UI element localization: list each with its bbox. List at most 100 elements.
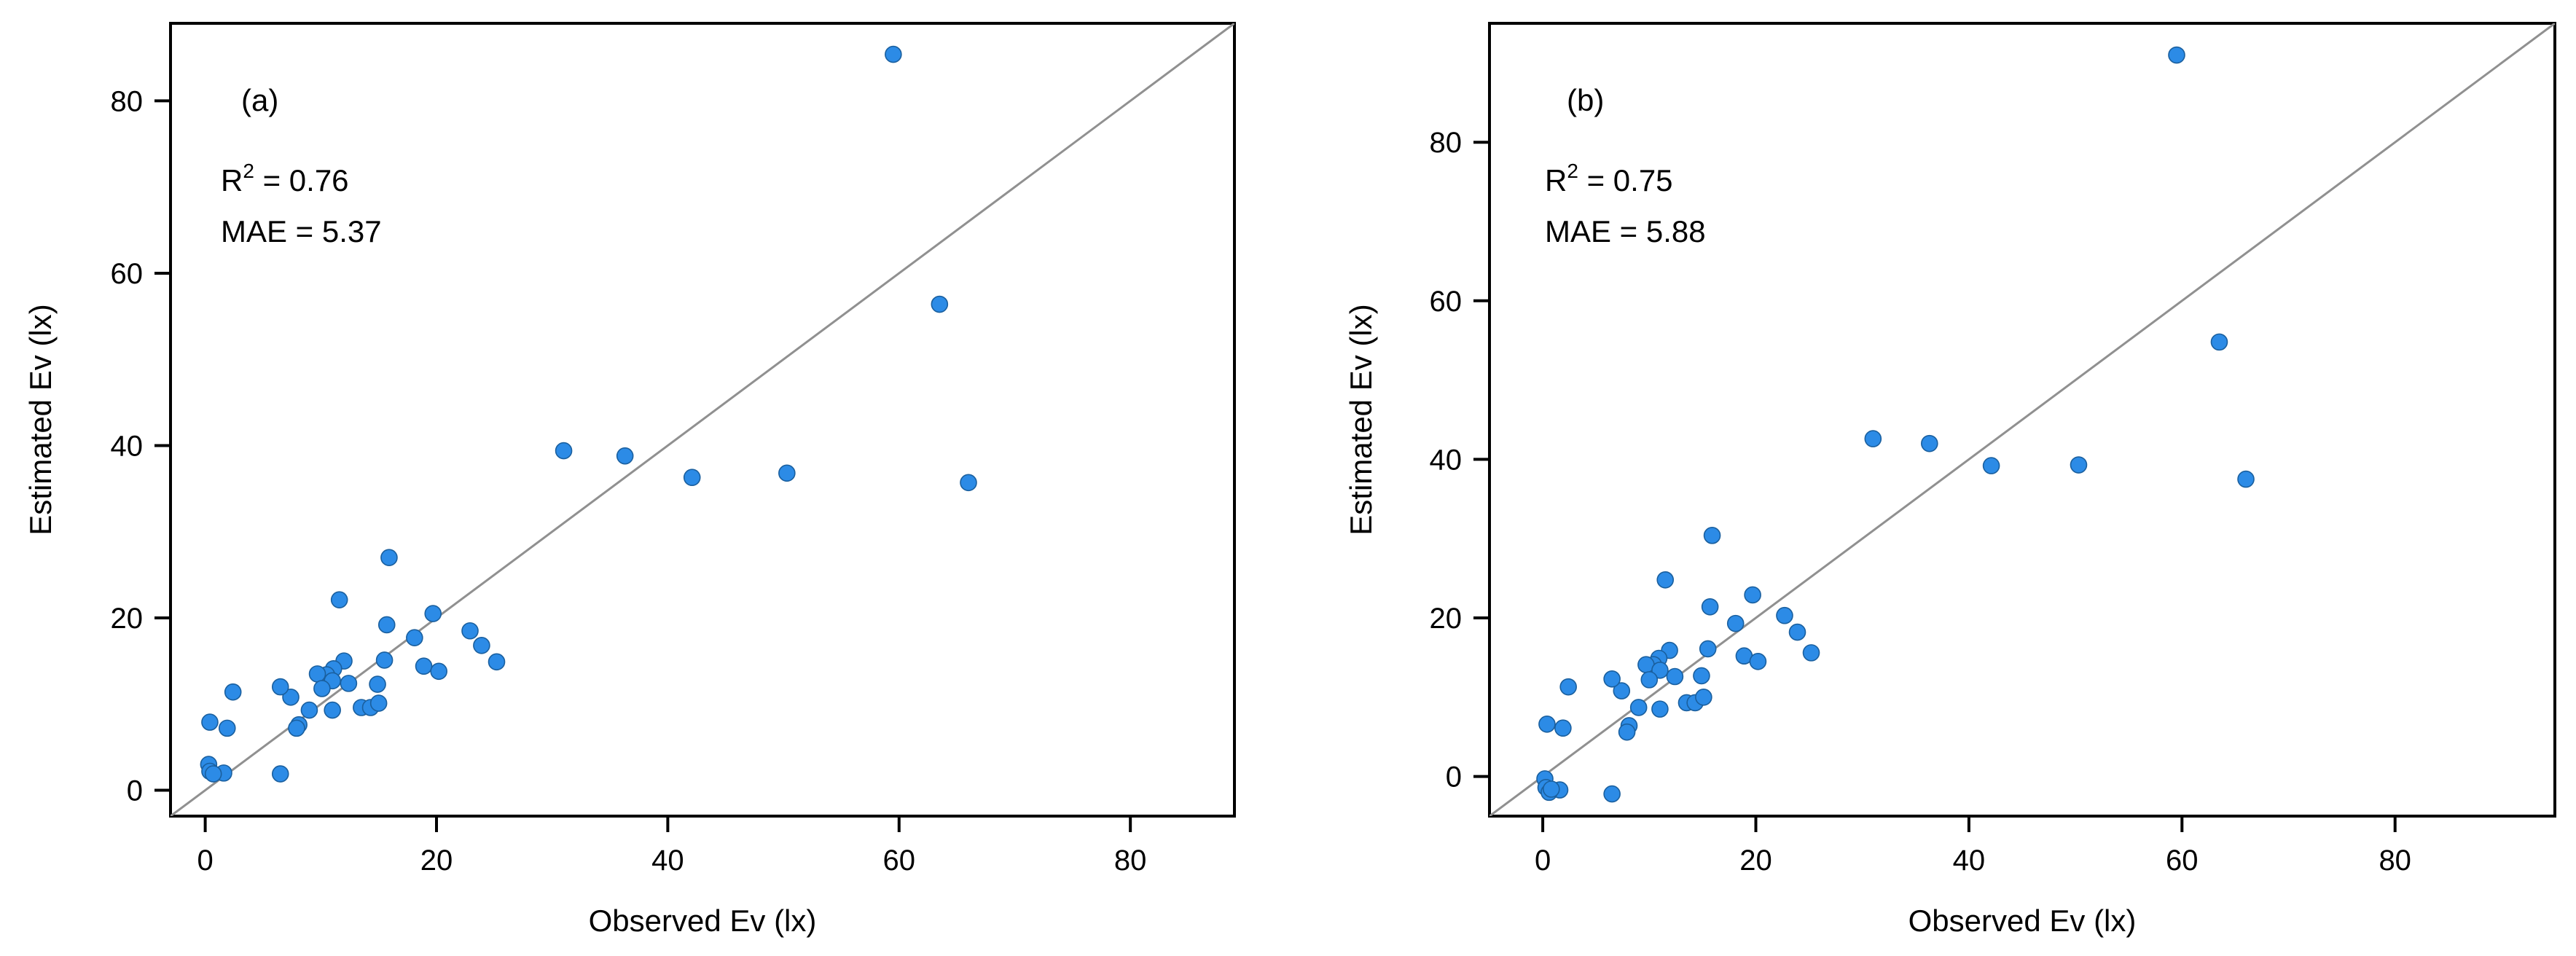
panel-b-data-point bbox=[1559, 678, 1577, 696]
panel-b-x-tick-label: 80 bbox=[2379, 845, 2411, 877]
panel-b-label: (b) bbox=[1567, 83, 1604, 117]
panel-a-x-tick-label: 60 bbox=[883, 845, 916, 877]
panel-a-data-point bbox=[555, 442, 573, 460]
panel-b-mae-annotation: MAE = 5.88 bbox=[1545, 214, 1706, 248]
panel-a-y-tick-label: 0 bbox=[127, 775, 143, 807]
panel-a-data-point bbox=[931, 295, 949, 313]
panel-a-y-tick-label: 80 bbox=[111, 85, 144, 117]
panel-a-data-point bbox=[424, 605, 442, 622]
panel-a-data-point bbox=[369, 675, 386, 693]
panel-a-data-point bbox=[960, 474, 977, 492]
panel-b-data-point bbox=[1726, 614, 1745, 632]
panel-b-x-tick-label: 40 bbox=[1953, 845, 1986, 877]
panel-b-data-point bbox=[2168, 46, 2185, 64]
panel-a-label: (a) bbox=[241, 83, 278, 117]
panel-a-x-axis: 0 20 40 60 80 bbox=[197, 815, 1146, 877]
panel-a-data-point bbox=[330, 591, 348, 608]
panel-b-data-point bbox=[2210, 333, 2228, 351]
panel-b-data-point bbox=[1701, 598, 1719, 616]
panel-a-data-point bbox=[488, 653, 506, 671]
panel-a-data-point bbox=[430, 662, 447, 681]
panel-a-r2-label: R bbox=[221, 163, 243, 197]
panel-b-x-tick-label: 20 bbox=[1739, 845, 1772, 877]
panel-a-y-axis: 0 20 40 60 80 bbox=[111, 85, 172, 807]
panel-b-x-axis: 0 20 40 60 80 bbox=[1535, 815, 2411, 877]
panel-b-data-point bbox=[1695, 688, 1712, 706]
panel-a-data-point bbox=[369, 694, 388, 712]
panel-b-data-point bbox=[1703, 527, 1721, 544]
panel-a-data-point bbox=[271, 678, 289, 696]
panel-b-reference-line bbox=[1489, 23, 2555, 816]
panel-a-data-point bbox=[308, 665, 326, 683]
panel-b-data-point bbox=[1651, 662, 1669, 679]
panel-a-data-point bbox=[461, 622, 479, 640]
panel-b-y-axis-title: Estimated Ev (lx) bbox=[1344, 304, 1378, 535]
panel-b-data-point bbox=[1666, 667, 1684, 686]
panel-a-data-point bbox=[224, 683, 242, 701]
panel-b-x-tick-label: 60 bbox=[2166, 845, 2199, 877]
panel-b: 0 20 40 60 80 0 20 40 60 80 Observed Ev (lx) Est… bbox=[1344, 22, 2556, 938]
panel-b-data-point bbox=[2070, 456, 2088, 474]
panel-b-y-tick-label: 80 bbox=[1430, 127, 1463, 159]
panel-a-data-point bbox=[380, 549, 398, 567]
panel-b-data-point bbox=[1699, 640, 1717, 658]
panel-b-y-axis: 0 20 40 60 80 bbox=[1430, 127, 1491, 794]
panel-b-y-tick-label: 60 bbox=[1430, 286, 1463, 318]
panel-b-r2-value: = 0.75 bbox=[1578, 163, 1673, 197]
panel-b-data-point bbox=[1640, 671, 1659, 689]
panel-a-y-axis-title: Estimated Ev (lx) bbox=[23, 304, 58, 535]
panel-a-y-tick-label: 60 bbox=[111, 258, 144, 290]
panel-b-x-axis-title: Observed Ev (lx) bbox=[1908, 904, 2137, 938]
panel-b-data-point bbox=[2237, 470, 2255, 488]
panel-a-data-point bbox=[271, 765, 289, 783]
panel-a-r2-value: = 0.76 bbox=[254, 163, 349, 197]
panel-b-points bbox=[1536, 46, 2255, 803]
panel-b-r2-label: R bbox=[1545, 163, 1567, 197]
panel-a-data-point bbox=[473, 637, 490, 654]
panel-b-data-point bbox=[1788, 623, 1806, 641]
panel-a-y-tick-label: 20 bbox=[111, 603, 144, 635]
panel-a-data-point bbox=[201, 713, 219, 731]
panel-b-data-point bbox=[1744, 586, 1761, 604]
panel-a: 0 20 40 60 80 0 20 40 60 80 Observed Ev (lx) Est… bbox=[23, 22, 1236, 938]
panel-a-points bbox=[200, 45, 977, 783]
panel-b-data-point bbox=[1603, 785, 1621, 803]
panel-b-data-point bbox=[1538, 715, 1556, 733]
panel-a-x-tick-label: 20 bbox=[420, 845, 453, 877]
panel-a-x-tick-label: 40 bbox=[651, 845, 684, 877]
panel-b-data-point bbox=[1776, 606, 1793, 624]
panel-b-x-tick-label: 0 bbox=[1535, 845, 1551, 877]
panel-b-data-point bbox=[1921, 434, 1938, 452]
panel-a-x-tick-label: 0 bbox=[197, 845, 213, 877]
panel-b-data-point bbox=[1613, 682, 1631, 700]
panel-b-y-tick-label: 0 bbox=[1446, 761, 1462, 794]
panel-a-r2-superscript: 2 bbox=[243, 160, 254, 182]
panel-a-data-point bbox=[415, 657, 433, 675]
panel-a-data-point bbox=[377, 616, 396, 634]
panel-b-r2-annotation: R2 = 0.75 bbox=[1545, 160, 1673, 197]
panel-b-data-point bbox=[1651, 700, 1669, 718]
panel-a-data-point bbox=[282, 688, 300, 706]
panel-a-data-point bbox=[340, 675, 358, 692]
panel-b-data-point bbox=[1693, 667, 1710, 685]
panel-a-mae-annotation: MAE = 5.37 bbox=[221, 214, 382, 248]
panel-b-data-point bbox=[1749, 653, 1767, 670]
panel-a-data-point bbox=[683, 469, 701, 487]
panel-b-data-point bbox=[1618, 723, 1636, 741]
panel-b-r2-superscript: 2 bbox=[1567, 160, 1578, 182]
panel-a-data-point bbox=[324, 701, 341, 719]
panel-a-data-point bbox=[375, 651, 394, 669]
panel-a-x-axis-title: Observed Ev (lx) bbox=[589, 904, 817, 938]
panel-a-data-point bbox=[885, 45, 902, 63]
panel-a-data-point bbox=[204, 765, 222, 783]
panel-a-data-point bbox=[300, 701, 318, 719]
panel-b-data-point bbox=[1982, 457, 2000, 474]
panel-a-r2-annotation: R2 = 0.76 bbox=[221, 160, 349, 197]
panel-a-data-point bbox=[218, 719, 236, 737]
panel-b-y-tick-label: 20 bbox=[1430, 603, 1463, 635]
panel-b-data-point bbox=[1802, 644, 1820, 662]
panel-b-data-point bbox=[1629, 699, 1648, 716]
panel-a-data-point bbox=[778, 464, 796, 482]
panel-a-data-point bbox=[616, 447, 634, 465]
